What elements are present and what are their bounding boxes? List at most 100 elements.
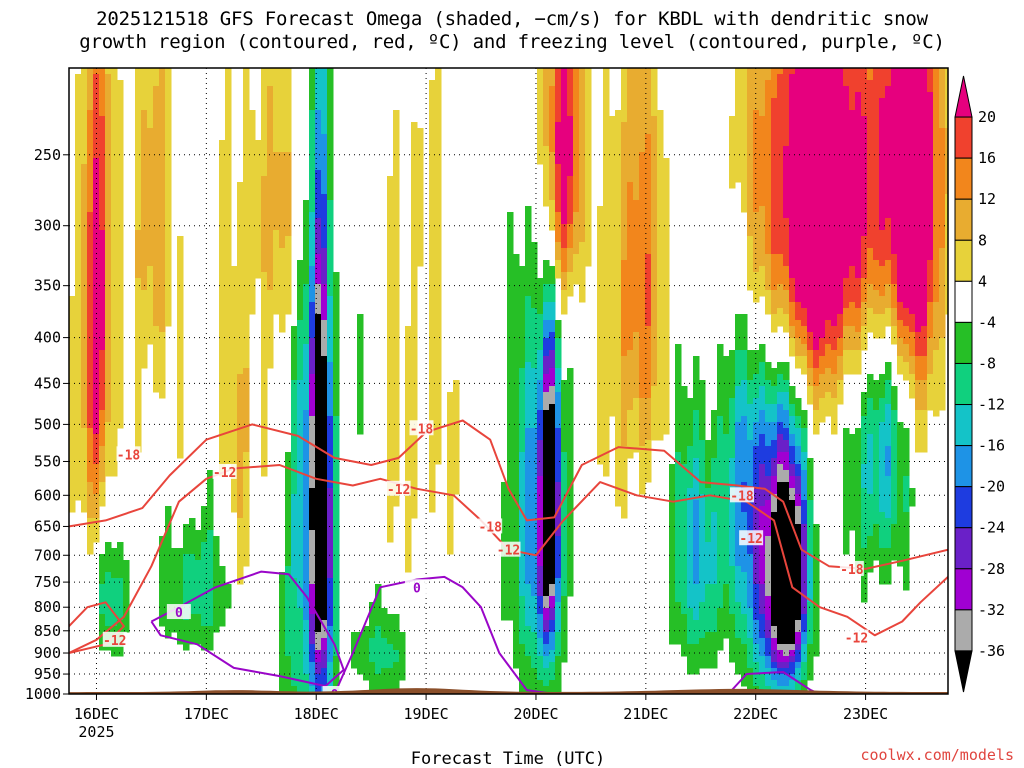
omega-cell <box>75 278 82 285</box>
omega-cell <box>333 488 340 495</box>
omega-cell <box>645 302 652 309</box>
omega-cell <box>69 344 76 351</box>
omega-cell <box>555 122 562 129</box>
omega-cell <box>261 284 268 291</box>
omega-cell <box>411 134 418 141</box>
omega-cell <box>447 398 454 405</box>
omega-cell <box>453 386 460 393</box>
omega-cell <box>249 218 256 225</box>
omega-cell <box>429 452 436 459</box>
omega-cell <box>261 272 268 279</box>
omega-cell <box>279 632 286 639</box>
omega-cell <box>285 74 292 81</box>
omega-cell <box>333 434 340 441</box>
omega-cell <box>177 410 184 417</box>
omega-cell <box>411 512 418 519</box>
omega-cell <box>615 134 622 141</box>
omega-cell <box>327 380 334 387</box>
omega-cell <box>579 284 586 291</box>
omega-cell <box>267 260 274 267</box>
omega-cell <box>519 506 526 513</box>
omega-cell <box>369 620 376 627</box>
omega-cell <box>207 590 214 597</box>
omega-cell <box>309 236 316 243</box>
omega-cell <box>663 326 670 333</box>
omega-cell <box>249 224 256 231</box>
omega-cell <box>531 266 538 273</box>
omega-cell <box>651 350 658 357</box>
omega-cell <box>543 404 550 411</box>
omega-cell <box>105 134 112 141</box>
omega-cell <box>447 458 454 465</box>
omega-cell <box>585 182 592 189</box>
omega-cell <box>597 440 604 447</box>
omega-cell <box>543 674 550 681</box>
omega-cell <box>225 386 232 393</box>
omega-cell <box>147 266 154 273</box>
omega-cell <box>321 482 328 489</box>
omega-cell <box>315 638 322 645</box>
omega-cell <box>225 116 232 123</box>
omega-cell <box>135 422 142 429</box>
omega-cell <box>525 578 532 585</box>
omega-cell <box>513 350 520 357</box>
omega-cell <box>303 590 310 597</box>
omega-cell <box>621 404 628 411</box>
omega-cell <box>105 332 112 339</box>
omega-cell <box>531 644 538 651</box>
omega-cell <box>387 242 394 249</box>
omega-cell <box>369 608 376 615</box>
omega-cell <box>303 434 310 441</box>
omega-cell <box>255 212 262 219</box>
omega-cell <box>333 572 340 579</box>
omega-cell <box>393 470 400 477</box>
omega-cell <box>321 296 328 303</box>
omega-cell <box>99 314 106 321</box>
omega-cell <box>159 326 166 333</box>
omega-cell <box>321 476 328 483</box>
omega-cell <box>633 362 640 369</box>
omega-cell <box>327 482 334 489</box>
omega-cell <box>549 434 556 441</box>
omega-cell <box>633 344 640 351</box>
omega-cell <box>555 680 562 687</box>
omega-cell <box>513 458 520 465</box>
omega-cell <box>651 272 658 279</box>
omega-cell <box>513 650 520 657</box>
omega-cell <box>555 398 562 405</box>
omega-cell <box>393 116 400 123</box>
omega-cell <box>627 140 634 147</box>
omega-cell <box>561 440 568 447</box>
omega-cell <box>411 332 418 339</box>
omega-cell <box>435 452 442 459</box>
omega-cell <box>165 182 172 189</box>
omega-cell <box>105 608 112 615</box>
omega-cell <box>297 350 304 357</box>
omega-cell <box>93 326 100 333</box>
omega-cell <box>411 266 418 273</box>
omega-cell <box>387 194 394 201</box>
omega-cell <box>429 230 436 237</box>
omega-cell <box>75 122 82 129</box>
omega-cell <box>147 128 154 135</box>
omega-cell <box>303 386 310 393</box>
omega-cell <box>549 80 556 87</box>
omega-cell <box>645 470 652 477</box>
omega-cell <box>561 482 568 489</box>
omega-cell <box>357 374 364 381</box>
omega-cell <box>561 560 568 567</box>
omega-cell <box>663 284 670 291</box>
omega-cell <box>309 152 316 159</box>
omega-cell <box>537 374 544 381</box>
omega-cell <box>657 200 664 207</box>
omega-cell <box>219 266 226 273</box>
omega-cell <box>273 296 280 303</box>
omega-cell <box>375 638 382 645</box>
omega-cell <box>627 284 634 291</box>
omega-cell <box>447 542 454 549</box>
omega-cell <box>363 668 370 675</box>
omega-cell <box>321 434 328 441</box>
omega-cell <box>111 398 118 405</box>
omega-cell <box>279 236 286 243</box>
omega-cell <box>273 182 280 189</box>
